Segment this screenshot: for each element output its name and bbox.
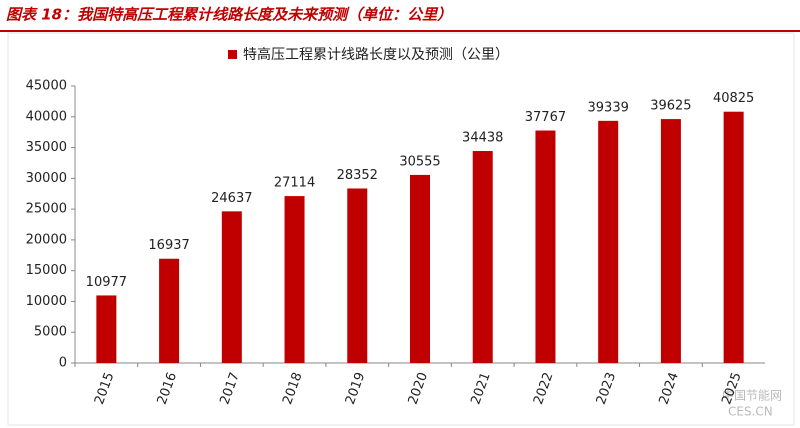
value-label: 34438 [462,131,503,146]
y-tick-label: 10000 [26,294,67,309]
y-tick-label: 45000 [26,79,67,94]
y-tick-label: 15000 [26,263,67,278]
y-tick-label: 25000 [26,202,67,217]
bar [535,130,556,363]
y-tick-label: 40000 [26,109,67,124]
x-tick-label: 2020 [406,370,431,406]
value-label: 30555 [399,154,440,169]
bar [159,258,180,363]
bar [221,211,242,363]
x-tick-label: 2018 [280,370,305,406]
watermark: CES.CN [728,405,773,419]
bar [660,119,681,363]
bar [347,188,368,363]
value-label: 39339 [588,100,629,115]
y-tick-label: 30000 [26,171,67,186]
value-label: 16937 [148,238,189,253]
value-label: 28352 [337,168,378,183]
x-tick-label: 2016 [155,370,180,406]
bar [723,111,744,363]
x-tick-label: 2017 [217,370,242,406]
x-tick-label: 2015 [92,370,117,406]
y-tick-label: 35000 [26,140,67,155]
x-tick-label: 2019 [343,370,368,406]
value-label: 40825 [713,91,754,106]
value-label: 39625 [650,99,691,114]
x-tick-label: 2023 [594,370,619,406]
value-label: 27114 [274,176,315,191]
bar [472,151,493,363]
bar [96,295,117,363]
bar [598,120,619,363]
watermark: 中国节能网 [722,388,782,403]
chart-frame [7,32,795,426]
legend-swatch [228,50,237,59]
y-tick-label: 5000 [34,325,67,340]
chart-title: 图表 18：我国特高压工程累计线路长度及未来预测（单位：公里） [6,6,452,24]
value-label: 24637 [211,191,252,206]
x-tick-label: 2024 [657,370,682,406]
x-tick-label: 2022 [531,370,556,406]
value-label: 10977 [86,275,127,290]
legend-label: 特高压工程累计线路长度以及预测（公里） [243,46,509,63]
x-tick-label: 2021 [468,370,493,406]
y-tick-label: 20000 [26,232,67,247]
y-tick-label: 0 [59,356,67,371]
value-label: 37767 [525,110,566,125]
bar [284,196,305,363]
bar [410,174,430,363]
